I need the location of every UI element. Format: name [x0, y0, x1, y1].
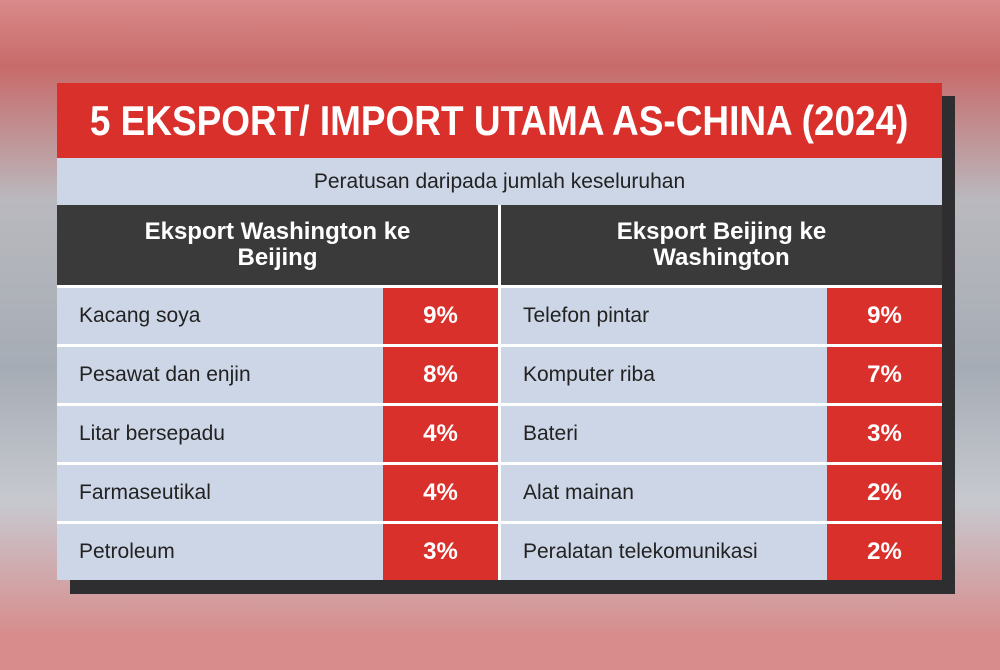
table-row: Peralatan telekomunikasi 2% [501, 524, 942, 580]
item-label: Bateri [501, 406, 827, 462]
table-row: Bateri 3% [501, 406, 942, 462]
item-percentage: 9% [383, 288, 498, 344]
title-bar: 5 EKSPORT/ IMPORT UTAMA AS-CHINA (2024) [57, 83, 942, 158]
columns: Eksport Washington ke Beijing Kacang soya… [57, 205, 942, 580]
item-label: Pesawat dan enjin [57, 347, 383, 403]
table-row: Telefon pintar 9% [501, 288, 942, 344]
item-percentage: 8% [383, 347, 498, 403]
item-label: Komputer riba [501, 347, 827, 403]
table-row: Kacang soya 9% [57, 288, 498, 344]
table-row: Pesawat dan enjin 8% [57, 347, 498, 403]
item-label: Telefon pintar [501, 288, 827, 344]
item-label: Peralatan telekomunikasi [501, 524, 827, 580]
title: 5 EKSPORT/ IMPORT UTAMA AS-CHINA (2024) [90, 96, 909, 144]
item-label: Farmaseutikal [57, 465, 383, 521]
table-row: Petroleum 3% [57, 524, 498, 580]
table-row: Litar bersepadu 4% [57, 406, 498, 462]
table-row: Komputer riba 7% [501, 347, 942, 403]
item-percentage: 7% [827, 347, 942, 403]
item-percentage: 4% [383, 465, 498, 521]
item-percentage: 4% [383, 406, 498, 462]
column: Eksport Washington ke Beijing Kacang soya… [57, 205, 498, 580]
column-heading: Eksport Beijing ke Washington [501, 205, 942, 285]
item-percentage: 3% [383, 524, 498, 580]
column: Eksport Beijing ke Washington Telefon pin… [501, 205, 942, 580]
item-percentage: 2% [827, 465, 942, 521]
infographic-card: 5 EKSPORT/ IMPORT UTAMA AS-CHINA (2024) … [57, 83, 942, 580]
table-row: Farmaseutikal 4% [57, 465, 498, 521]
table-row: Alat mainan 2% [501, 465, 942, 521]
item-label: Alat mainan [501, 465, 827, 521]
item-label: Litar bersepadu [57, 406, 383, 462]
item-percentage: 2% [827, 524, 942, 580]
subtitle: Peratusan daripada jumlah keseluruhan [57, 158, 942, 205]
item-label: Petroleum [57, 524, 383, 580]
item-label: Kacang soya [57, 288, 383, 344]
item-percentage: 3% [827, 406, 942, 462]
item-percentage: 9% [827, 288, 942, 344]
column-heading: Eksport Washington ke Beijing [57, 205, 498, 285]
